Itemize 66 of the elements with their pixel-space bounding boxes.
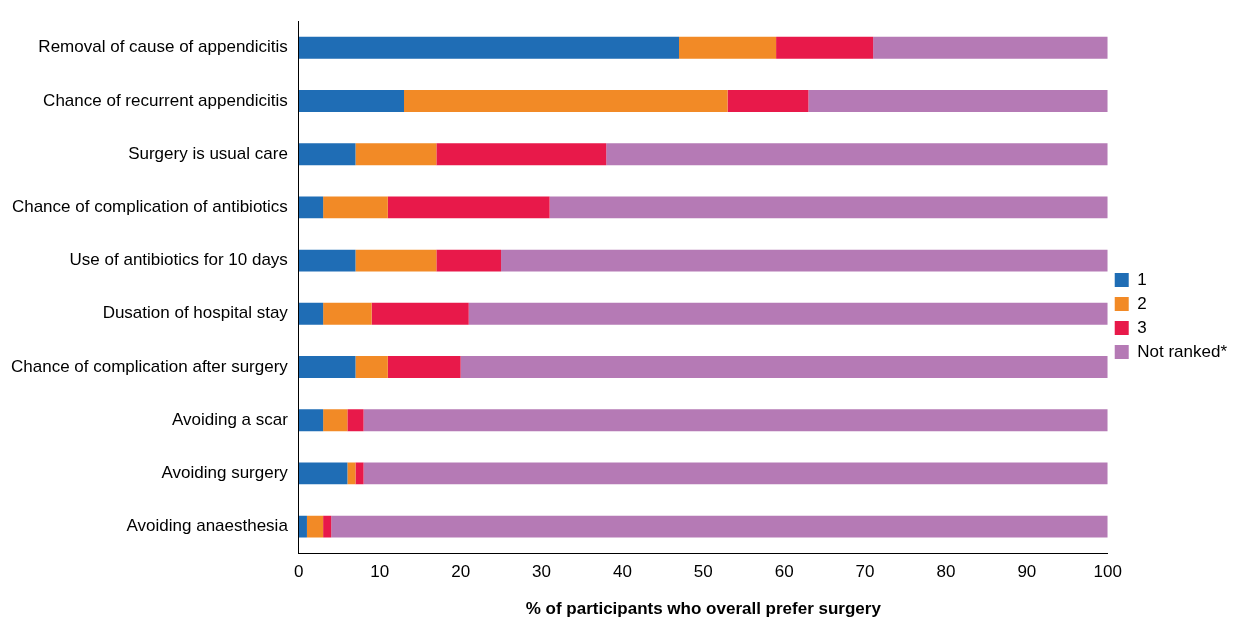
bar	[323, 409, 348, 432]
legend-label: 3	[1137, 317, 1147, 337]
y-tick-label: Chance of complication after surgery	[11, 356, 289, 376]
bar	[776, 36, 874, 59]
bar	[298, 249, 356, 272]
bar	[323, 515, 332, 538]
bar	[355, 462, 364, 485]
bar	[679, 36, 777, 59]
x-tick-label: 100	[1093, 562, 1122, 582]
legend-label: 2	[1137, 293, 1147, 313]
y-tick-label: Avoiding anaesthesia	[126, 516, 289, 536]
y-tick-label: Surgery is usual care	[128, 143, 288, 163]
bar	[460, 356, 1108, 378]
legend-label: 1	[1137, 269, 1147, 289]
bar	[808, 90, 1108, 112]
bar	[298, 462, 348, 485]
y-tick-label: Chance of complication of antibiotics	[11, 197, 288, 217]
bar	[306, 515, 324, 538]
bar	[298, 196, 324, 219]
bar	[298, 302, 324, 325]
y-tick-label: Avoiding surgery	[161, 463, 289, 483]
bar	[501, 249, 1108, 272]
bar	[436, 249, 502, 272]
bar	[298, 143, 356, 166]
bar	[727, 90, 809, 112]
x-tick-label: 10	[370, 562, 390, 582]
bar	[355, 249, 437, 272]
x-tick-label: 80	[936, 562, 956, 582]
x-tick-label: 70	[855, 562, 875, 582]
bar	[347, 462, 356, 485]
x-tick-label: 20	[451, 562, 471, 582]
x-axis-title: % of participants who overall prefer surgery	[525, 599, 882, 619]
bar	[355, 356, 388, 378]
y-tick-label: Dusation of hospital stay	[102, 303, 289, 323]
x-tick-label: 0	[294, 562, 304, 582]
bar	[298, 36, 680, 59]
bar	[323, 196, 388, 219]
bar	[387, 356, 461, 378]
bar	[606, 143, 1108, 166]
bar	[298, 515, 307, 538]
x-tick-label: 60	[774, 562, 794, 582]
bar	[404, 90, 728, 112]
bar	[331, 515, 1108, 538]
bar	[298, 409, 324, 432]
legend-label: Not ranked*	[1137, 341, 1228, 361]
bar	[363, 409, 1108, 432]
bar	[323, 302, 372, 325]
bar	[347, 409, 364, 432]
y-tick-label: Chance of recurrent appendicitis	[43, 90, 288, 110]
x-tick-label: 90	[1017, 562, 1037, 582]
bar	[298, 356, 356, 378]
y-tick-label: Removal of cause of appendicitis	[38, 37, 288, 57]
bar	[355, 143, 437, 166]
bar	[298, 90, 405, 112]
bar	[549, 196, 1108, 219]
x-tick-label: 50	[693, 562, 713, 582]
bar	[873, 36, 1108, 59]
bar	[363, 462, 1108, 485]
bar	[468, 302, 1108, 325]
y-tick-label: Avoiding a scar	[171, 409, 289, 429]
x-tick-label: 40	[612, 562, 632, 582]
x-tick-label: 30	[532, 562, 551, 582]
bar	[436, 143, 607, 166]
bar	[371, 302, 469, 325]
y-tick-label: Use of antibiotics for 10 days	[69, 250, 288, 270]
bar	[387, 196, 550, 219]
